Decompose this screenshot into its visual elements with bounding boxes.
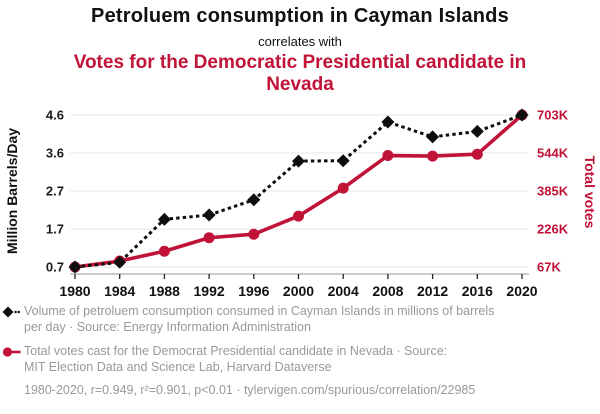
x-tick-label: 2012: [417, 283, 448, 299]
legend-votes-line-1: Total votes cast for the Democrat Presid…: [24, 344, 448, 358]
correlate-title: Votes for the Democratic Presidential ca…: [73, 52, 527, 95]
democrat-presidential-votes-nevada-point: [158, 245, 170, 257]
democrat-presidential-votes-nevada-point: [248, 228, 260, 240]
legend-text-votes: Total votes cast for the Democrat Presid…: [24, 344, 447, 375]
petroleum-consumption-cayman-islands-point: [426, 130, 440, 144]
left-y-tick-label: 0.7: [46, 260, 64, 275]
legend-petroleum-line-2: per day · Source: Energy Information Adm…: [24, 319, 311, 334]
votes-series-marker-icon: [2, 347, 21, 357]
x-tick-label: 2004: [328, 283, 359, 299]
x-tick-label: 1988: [149, 283, 180, 299]
petroleum-consumption-cayman-islands-point: [292, 154, 305, 168]
legend-petroleum-line-1: Volume of petroluem consumption consumed…: [24, 304, 495, 318]
petroleum-consumption-cayman-islands-point: [515, 108, 529, 122]
petroleum-consumption-cayman-islands-point: [336, 154, 350, 168]
x-tick-label: 1984: [104, 283, 135, 299]
line-dash: [12, 350, 21, 354]
x-tick-label: 1992: [194, 283, 225, 299]
x-tick-label: 2016: [462, 283, 493, 299]
diamond-glyph: [2, 306, 14, 318]
circle-glyph: [2, 347, 13, 357]
right-y-tick-label: 385K: [537, 184, 569, 199]
correlates-with-label: correlates with: [258, 34, 342, 49]
petroleum-consumption-cayman-islands-point: [157, 212, 171, 226]
dash-dot-1: [14, 310, 17, 314]
petroleum-consumption-cayman-islands-point: [68, 260, 82, 274]
petroleum-consumption-cayman-islands-point: [470, 124, 484, 138]
x-tick-label: 2000: [283, 283, 314, 299]
legend-item-votes: Total votes cast for the Democrat Presid…: [2, 344, 594, 375]
left-axis-title: Million Barrels/Day: [4, 128, 20, 254]
democrat-presidential-votes-nevada-point: [203, 232, 215, 244]
x-tick-label: 1980: [59, 283, 90, 299]
democrat-presidential-votes-nevada-point: [293, 210, 304, 222]
legend-votes-line-2: MIT Election Data and Science Lab, Harva…: [24, 359, 332, 374]
left-y-tick-label: 1.7: [46, 222, 64, 237]
chart-title: Petroluem consumption in Cayman Islands: [91, 5, 509, 27]
x-tick-label: 1996: [238, 283, 269, 299]
petroleum-consumption-cayman-islands-point: [381, 115, 395, 129]
right-y-tick-label: 226K: [537, 222, 569, 237]
petroleum-consumption-cayman-islands-point: [113, 255, 127, 269]
democrat-presidential-votes-nevada-point: [382, 150, 394, 162]
left-y-tick-label: 2.7: [46, 184, 64, 199]
left-y-tick-label: 3.6: [46, 146, 64, 161]
right-axis-title: Total votes: [582, 156, 598, 229]
x-tick-label: 2008: [372, 283, 403, 299]
petroleum-consumption-cayman-islands-point: [247, 193, 261, 207]
democrat-presidential-votes-nevada-point: [337, 182, 349, 194]
legend-text-petroleum: Volume of petroluem consumption consumed…: [24, 304, 494, 335]
footer-citation: 1980-2020, r=0.949, r²=0.901, p<0.01 · t…: [24, 383, 476, 397]
dash-dot-2: [17, 310, 20, 314]
right-y-tick-label: 703K: [537, 108, 569, 123]
left-y-tick-label: 4.6: [46, 108, 64, 123]
x-tick-label: 2020: [506, 283, 537, 299]
democrat-presidential-votes-nevada-point: [427, 150, 439, 162]
right-y-tick-label: 67K: [537, 260, 561, 275]
legend-item-petroleum: Volume of petroluem consumption consumed…: [2, 304, 594, 335]
democrat-presidential-votes-nevada-point: [471, 148, 483, 160]
right-y-tick-label: 544K: [537, 146, 569, 161]
petroleum-series-marker-icon: [2, 306, 20, 318]
petroleum-consumption-cayman-islands-point: [202, 208, 216, 222]
